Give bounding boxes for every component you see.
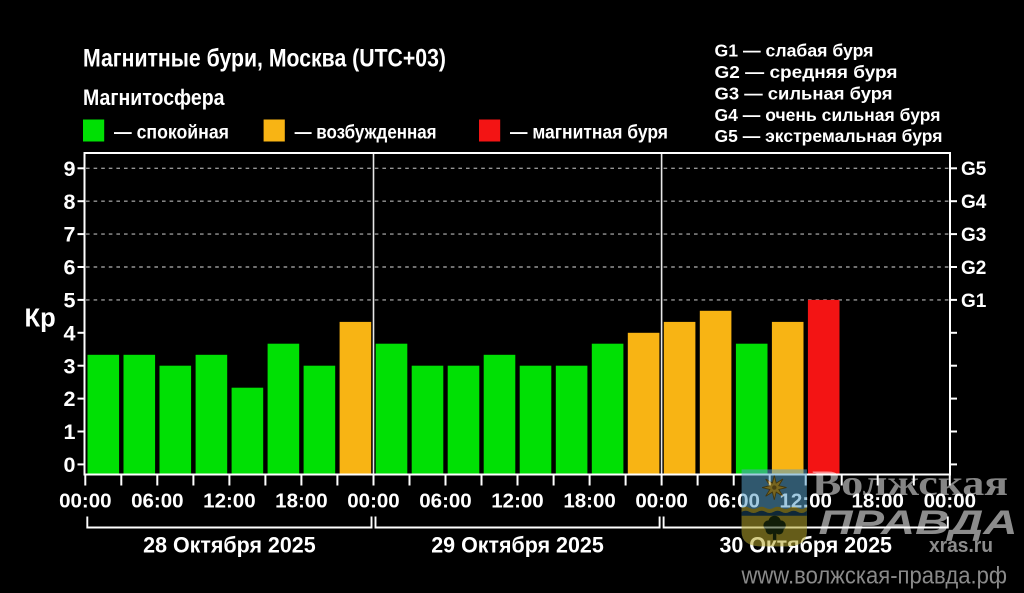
svg-text:— спокойная: — спокойная (114, 122, 229, 144)
svg-text:06:00: 06:00 (131, 490, 183, 513)
svg-text:00:00: 00:00 (924, 490, 976, 513)
svg-text:18:00: 18:00 (563, 490, 615, 513)
svg-text:ПРАВДА: ПРАВДА (819, 504, 1018, 542)
svg-text:06:00: 06:00 (419, 490, 471, 513)
svg-text:4: 4 (64, 321, 76, 345)
svg-text:8: 8 (64, 190, 76, 214)
svg-text:G2: G2 (961, 258, 986, 279)
svg-text:G5: G5 (961, 159, 987, 180)
svg-text:G5 — экстремальная буря: G5 — экстремальная буря (715, 126, 943, 146)
svg-text:00:00: 00:00 (347, 490, 399, 513)
svg-text:xras.ru: xras.ru (929, 535, 993, 557)
svg-text:00:00: 00:00 (59, 490, 111, 513)
svg-text:12:00: 12:00 (203, 490, 255, 513)
svg-text:Магнитосфера: Магнитосфера (83, 85, 225, 110)
svg-text:6: 6 (64, 256, 76, 280)
svg-text:Магнитные бури, Москва (UTC+03: Магнитные бури, Москва (UTC+03) (83, 45, 446, 73)
svg-text:18:00: 18:00 (851, 490, 903, 513)
svg-text:28 Октября 2025: 28 Октября 2025 (143, 533, 316, 558)
svg-text:www.волжская-правда.рф: www.волжская-правда.рф (741, 563, 1007, 590)
svg-text:9: 9 (64, 157, 76, 181)
svg-text:G2 — средняя буря: G2 — средняя буря (715, 62, 898, 82)
svg-text:1: 1 (64, 420, 76, 444)
svg-text:Волжская: Волжская (812, 463, 1008, 503)
svg-text:Кр: Кр (25, 305, 56, 333)
svg-text:00:00: 00:00 (635, 490, 687, 513)
svg-text:— магнитная буря: — магнитная буря (510, 122, 668, 144)
svg-text:G1 — слабая буря: G1 — слабая буря (715, 41, 874, 61)
svg-text:18:00: 18:00 (275, 490, 327, 513)
svg-text:7: 7 (64, 223, 76, 247)
svg-text:G3: G3 (961, 225, 986, 246)
svg-text:3: 3 (64, 354, 76, 378)
svg-text:5: 5 (64, 289, 76, 313)
svg-text:29 Октября 2025: 29 Октября 2025 (431, 533, 604, 558)
svg-text:G4 — очень сильная буря: G4 — очень сильная буря (715, 105, 941, 125)
svg-text:G4: G4 (961, 192, 987, 213)
svg-text:0: 0 (64, 453, 76, 477)
svg-text:12:00: 12:00 (491, 490, 543, 513)
svg-text:G3 — сильная буря: G3 — сильная буря (715, 83, 893, 103)
svg-text:— возбужденная: — возбужденная (295, 122, 437, 144)
svg-text:G1: G1 (961, 291, 987, 312)
svg-text:2: 2 (64, 387, 76, 411)
